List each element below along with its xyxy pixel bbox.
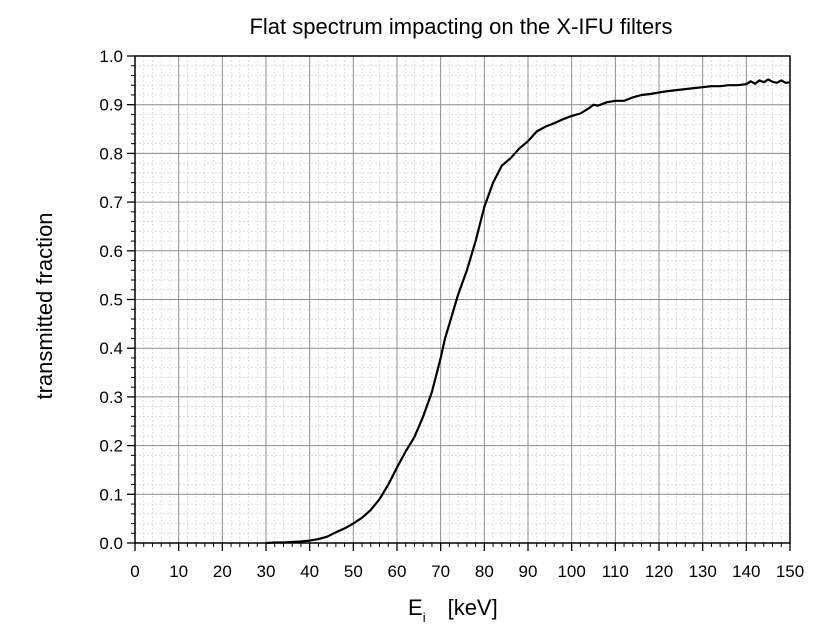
y-tick-label: 0.4 xyxy=(99,339,123,358)
y-tick-label: 0.5 xyxy=(99,291,123,310)
x-axis-label-unit: [keV] xyxy=(448,595,498,620)
x-axis-label: Ei [keV] xyxy=(408,595,498,625)
y-tick-label: 1.0 xyxy=(99,47,123,66)
x-tick-label: 30 xyxy=(257,562,276,581)
plot-frame xyxy=(134,55,791,544)
y-tick-label: 0.7 xyxy=(99,193,123,212)
y-axis-label: transmitted fraction xyxy=(32,212,57,399)
y-tick-label: 0.2 xyxy=(99,437,123,456)
y-tick-label: 0.8 xyxy=(99,144,123,163)
y-tick-label: 0.3 xyxy=(99,388,123,407)
x-tick-label: 130 xyxy=(688,562,716,581)
x-axis-label-subscript: i xyxy=(423,610,426,625)
x-tick-label: 10 xyxy=(169,562,188,581)
x-tick-label: 50 xyxy=(344,562,363,581)
x-tick-label: 110 xyxy=(602,562,629,581)
major-grid xyxy=(134,55,791,544)
x-axis-label-main: E xyxy=(408,595,423,620)
x-tick-label: 60 xyxy=(388,562,407,581)
x-tick-label: 150 xyxy=(776,562,804,581)
chart-title: Flat spectrum impacting on the X-IFU fil… xyxy=(249,14,672,39)
x-tick-label: 100 xyxy=(557,562,585,581)
x-tick-label: 140 xyxy=(732,562,760,581)
x-tick-label: 20 xyxy=(213,562,232,581)
x-tick-label: 40 xyxy=(300,562,319,581)
transmission-curve xyxy=(265,78,791,545)
y-tick-label: 0.9 xyxy=(99,96,123,115)
minor-grid xyxy=(135,56,790,543)
x-tick-labels: 0 10 20 30 40 50 60 70 80 90 100 110 120 130 140 150 xyxy=(130,562,804,581)
svg-text:Ei[keV]: Ei [keV] xyxy=(408,595,498,625)
y-tick-label: 0.0 xyxy=(99,534,123,553)
x-tick-label: 0 xyxy=(130,562,139,581)
y-tick-labels: 0.0 0.1 0.2 0.3 0.4 0.5 0.6 0.7 0.8 0.9 1.0 xyxy=(99,47,123,553)
x-tick-label: 120 xyxy=(645,562,673,581)
y-tick-label: 0.6 xyxy=(99,242,123,261)
axis-ticks xyxy=(127,55,791,551)
x-tick-label: 80 xyxy=(475,562,494,581)
x-tick-label: 90 xyxy=(519,562,538,581)
x-tick-label: 70 xyxy=(431,562,450,581)
y-tick-label: 0.1 xyxy=(99,485,123,504)
